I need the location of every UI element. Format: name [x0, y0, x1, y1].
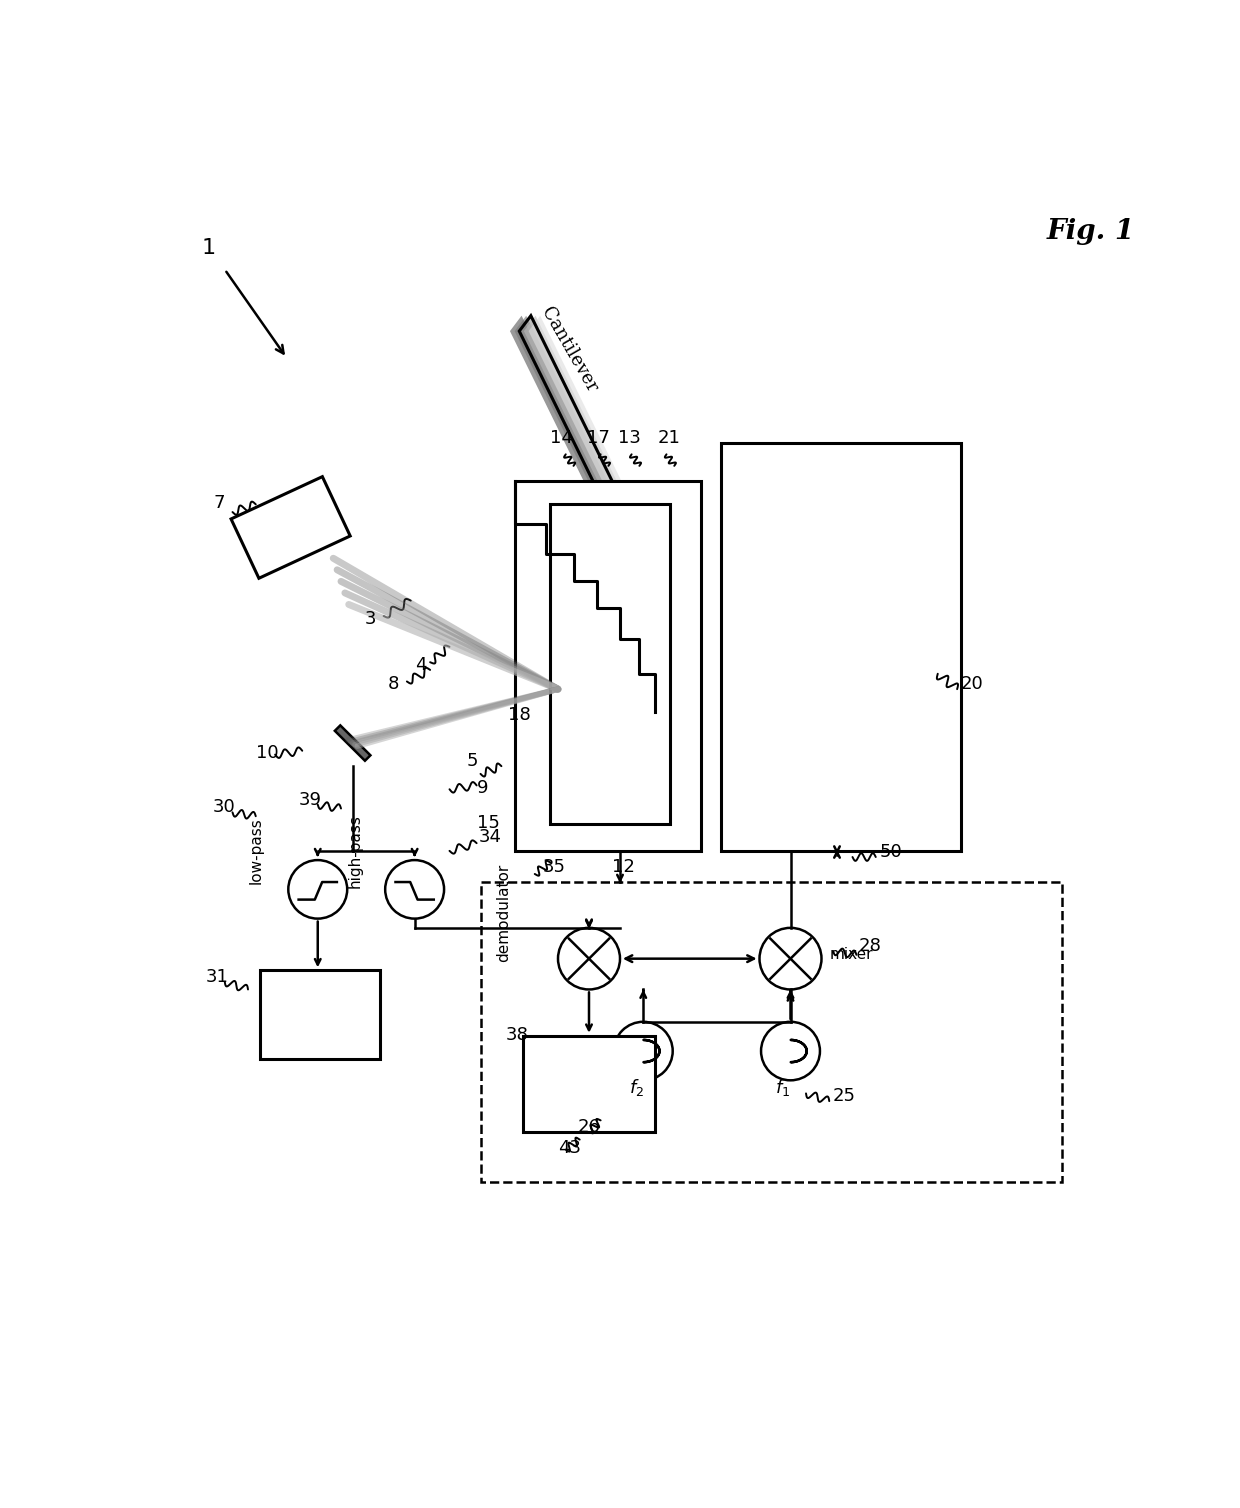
Text: high-pass: high-pass [347, 814, 362, 888]
Text: 8: 8 [387, 676, 399, 694]
Text: demodulator: demodulator [496, 864, 511, 962]
Text: 5: 5 [466, 752, 479, 771]
Text: 39: 39 [299, 790, 321, 808]
Circle shape [614, 1022, 672, 1080]
Polygon shape [231, 477, 350, 578]
Text: 35: 35 [543, 858, 565, 876]
Text: 26: 26 [578, 1117, 600, 1136]
Polygon shape [520, 315, 613, 496]
Circle shape [558, 927, 620, 989]
Text: 4: 4 [414, 656, 427, 674]
Text: mixer: mixer [830, 947, 873, 962]
Text: 21: 21 [657, 428, 680, 446]
Text: 25: 25 [833, 1087, 856, 1105]
Text: 38: 38 [506, 1025, 529, 1044]
Text: 18: 18 [507, 706, 531, 724]
Text: 17: 17 [588, 428, 610, 446]
Text: $f_1$: $f_1$ [775, 1077, 790, 1098]
Circle shape [759, 927, 821, 989]
Polygon shape [515, 315, 608, 496]
Bar [523, 1036, 655, 1133]
Circle shape [761, 1022, 820, 1080]
Text: 15: 15 [476, 814, 500, 832]
Text: $f_2$: $f_2$ [629, 1077, 645, 1098]
Text: 43: 43 [558, 1139, 582, 1157]
Circle shape [386, 860, 444, 918]
Text: Fig. 1: Fig. 1 [1047, 217, 1135, 244]
Text: 28: 28 [858, 936, 882, 955]
Bar [516, 481, 702, 851]
Text: 1: 1 [201, 238, 216, 258]
Text: 14: 14 [551, 428, 573, 446]
Circle shape [288, 860, 347, 918]
Text: low-pass: low-pass [248, 817, 263, 884]
Text: 9: 9 [476, 780, 489, 798]
Polygon shape [510, 315, 603, 496]
Polygon shape [528, 315, 621, 496]
Text: 3: 3 [365, 609, 376, 627]
Bar [720, 443, 961, 851]
Bar [551, 504, 671, 823]
Bar [259, 970, 379, 1059]
Text: 20: 20 [961, 676, 983, 694]
Polygon shape [525, 315, 618, 496]
Text: 7: 7 [213, 495, 224, 513]
Polygon shape [335, 725, 371, 760]
Text: Cantilever: Cantilever [538, 305, 601, 395]
Text: 50: 50 [879, 843, 903, 861]
Text: 12: 12 [613, 858, 635, 876]
Text: 10: 10 [255, 745, 278, 763]
Text: 13: 13 [619, 428, 641, 446]
Text: 34: 34 [479, 828, 502, 846]
Text: 30: 30 [213, 798, 236, 816]
Bar [481, 882, 1061, 1182]
Text: 31: 31 [206, 968, 228, 986]
